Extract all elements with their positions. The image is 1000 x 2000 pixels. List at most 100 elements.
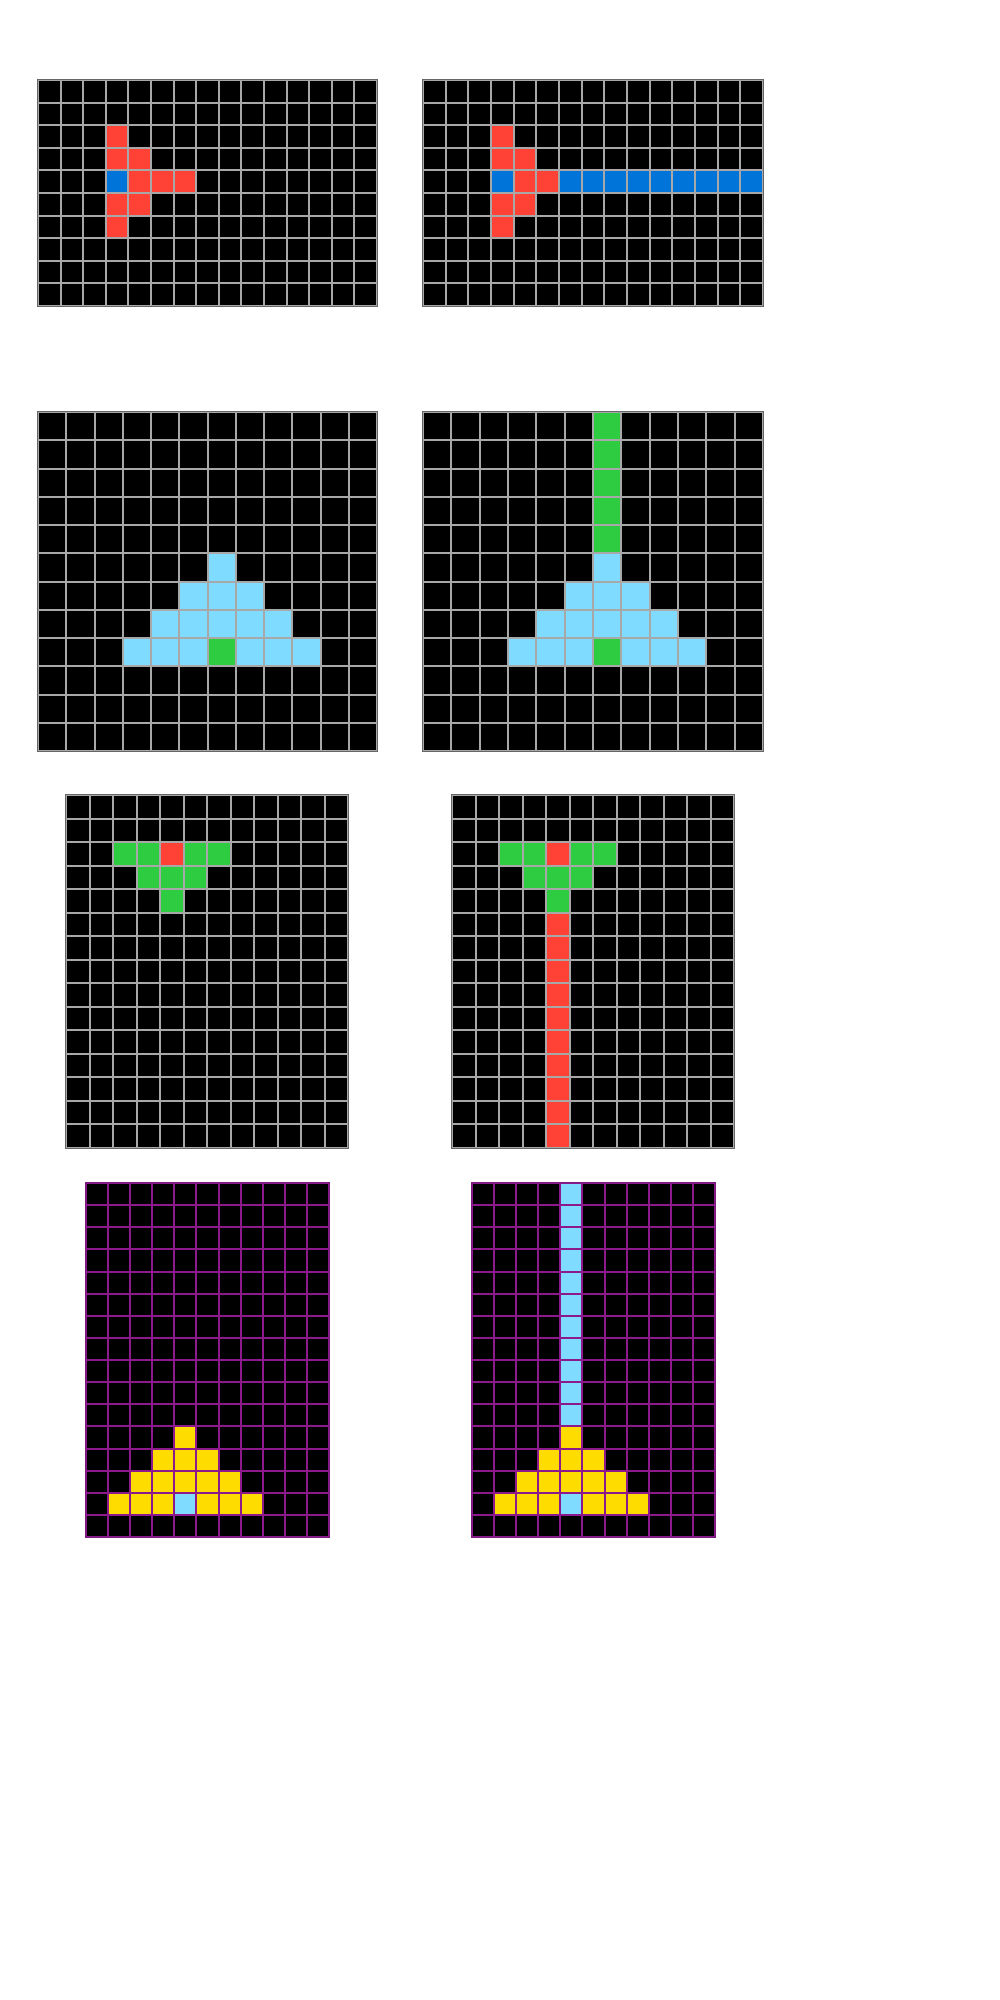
grid-cell bbox=[687, 1030, 711, 1054]
grid-cell bbox=[122, 468, 151, 497]
grid-cell bbox=[89, 1053, 113, 1078]
grid-cell bbox=[230, 889, 254, 913]
grid-cell bbox=[616, 1077, 640, 1101]
grid-cell bbox=[472, 1293, 495, 1316]
grid-cell bbox=[604, 260, 627, 284]
grid-cell bbox=[445, 125, 469, 148]
grid-cell bbox=[306, 1404, 329, 1427]
grid-cell bbox=[648, 1183, 671, 1206]
pair-3-output-grid bbox=[451, 794, 735, 1149]
grid-cell bbox=[264, 553, 293, 582]
grid-cell bbox=[513, 170, 537, 193]
grid-cell bbox=[538, 1315, 561, 1338]
grid-cell bbox=[108, 1448, 131, 1471]
grid-cell bbox=[670, 1183, 693, 1206]
grid-cell bbox=[151, 525, 180, 554]
grid-cell bbox=[508, 609, 537, 638]
grid-cell bbox=[38, 283, 61, 306]
grid-cell bbox=[218, 1293, 241, 1316]
grid-cell bbox=[538, 1271, 561, 1294]
grid-cell bbox=[207, 440, 236, 469]
grid-cell bbox=[626, 1448, 649, 1471]
grid-cell bbox=[130, 1448, 153, 1471]
grid-cell bbox=[122, 638, 151, 667]
grid-cell bbox=[734, 581, 763, 610]
grid-cell bbox=[160, 889, 184, 913]
grid-cell bbox=[324, 1006, 348, 1031]
grid-cell bbox=[183, 959, 207, 984]
grid-cell bbox=[663, 1100, 687, 1125]
grid-cell bbox=[694, 260, 718, 284]
grid-cell bbox=[89, 818, 113, 843]
grid-cell bbox=[320, 440, 349, 469]
grid-cell bbox=[240, 1337, 263, 1360]
grid-cell bbox=[593, 496, 622, 525]
grid-cell bbox=[173, 260, 197, 284]
grid-cell bbox=[86, 1360, 109, 1383]
grid-cell bbox=[663, 842, 687, 866]
grid-cell bbox=[277, 936, 301, 960]
grid-cell bbox=[560, 1514, 583, 1537]
grid-cell bbox=[452, 1077, 476, 1101]
grid-cell bbox=[320, 638, 349, 667]
grid-cell bbox=[262, 1360, 285, 1383]
grid-cell bbox=[475, 1100, 499, 1125]
grid-cell bbox=[264, 170, 287, 193]
grid-cell bbox=[672, 193, 695, 216]
grid-cell bbox=[692, 1448, 715, 1471]
grid-cell bbox=[183, 1053, 207, 1078]
grid-cell bbox=[717, 283, 741, 306]
grid-cell bbox=[105, 283, 129, 306]
grid-cell bbox=[475, 936, 499, 960]
grid-cell bbox=[670, 1382, 693, 1405]
grid-cell bbox=[734, 440, 763, 469]
grid-cell bbox=[292, 722, 321, 751]
grid-cell bbox=[136, 959, 160, 984]
grid-cell bbox=[240, 1492, 263, 1515]
grid-cell bbox=[604, 1271, 627, 1294]
grid-cell bbox=[706, 638, 735, 667]
grid-cell bbox=[499, 842, 523, 866]
grid-cell bbox=[490, 102, 514, 126]
grid-cell bbox=[136, 1124, 160, 1148]
grid-cell bbox=[670, 1205, 693, 1228]
grid-cell bbox=[207, 983, 231, 1007]
grid-cell bbox=[582, 1382, 605, 1405]
grid-cell bbox=[670, 1514, 693, 1537]
grid-cell bbox=[593, 1030, 617, 1054]
grid-cell bbox=[670, 1404, 693, 1427]
grid-cell bbox=[230, 1006, 254, 1031]
grid-cell bbox=[536, 525, 565, 554]
grid-cell bbox=[694, 102, 718, 126]
grid-cell bbox=[292, 468, 321, 497]
grid-cell bbox=[108, 1492, 131, 1515]
grid-cell bbox=[284, 1183, 307, 1206]
grid-cell bbox=[196, 1448, 219, 1471]
grid-cell bbox=[284, 1249, 307, 1272]
grid-cell bbox=[640, 936, 664, 960]
grid-cell bbox=[152, 1271, 175, 1294]
grid-cell bbox=[538, 1448, 561, 1471]
grid-cell bbox=[309, 80, 332, 103]
grid-cell bbox=[490, 193, 514, 216]
grid-cell bbox=[89, 1006, 113, 1031]
grid-cell bbox=[136, 842, 160, 866]
grid-cell bbox=[196, 1337, 219, 1360]
grid-cell bbox=[649, 147, 673, 171]
grid-cell bbox=[354, 125, 377, 148]
grid-cell bbox=[354, 170, 377, 193]
grid-cell bbox=[451, 694, 480, 723]
grid-cell bbox=[663, 936, 687, 960]
grid-cell bbox=[151, 666, 180, 695]
grid-cell bbox=[66, 865, 90, 890]
grid-cell bbox=[348, 609, 377, 638]
grid-cell bbox=[83, 80, 106, 103]
grid-cell bbox=[301, 889, 325, 913]
grid-cell bbox=[306, 1337, 329, 1360]
grid-cell bbox=[582, 1470, 605, 1493]
grid-cell bbox=[582, 1227, 605, 1250]
grid-cell bbox=[60, 215, 84, 239]
grid-cell bbox=[546, 1053, 570, 1078]
grid-cell bbox=[105, 260, 129, 284]
grid-cell bbox=[207, 936, 231, 960]
